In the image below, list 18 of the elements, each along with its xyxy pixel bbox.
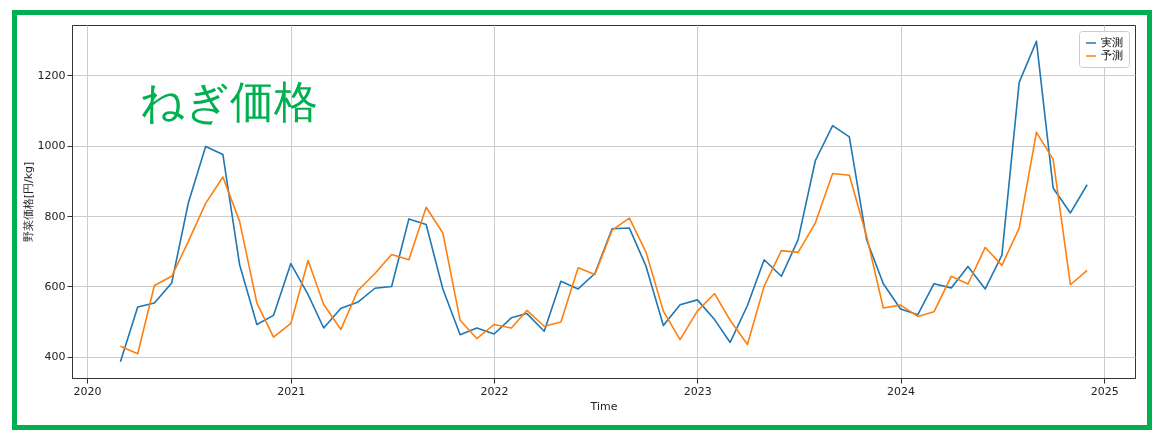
y-axis-title: 野菜価格[円/kg]	[21, 161, 35, 243]
y-tick-label: 1000	[37, 139, 66, 153]
text: ねぎ価格	[140, 76, 319, 127]
line-series	[119, 40, 1088, 363]
x-tick-label: 2022	[480, 384, 509, 398]
x-axis-title: Time	[589, 399, 618, 413]
y-tick-label: 800	[44, 209, 66, 223]
y-tick-label: 400	[44, 350, 66, 364]
x-tick-label: 2025	[1090, 384, 1119, 398]
x-tick-label: 2020	[73, 384, 102, 398]
y-tick-label: 600	[44, 279, 66, 293]
x-tick-label: 2021	[277, 384, 306, 398]
line-series	[119, 131, 1088, 355]
x-tick-label: 2023	[683, 384, 712, 398]
legend-label: 実測	[1101, 36, 1123, 49]
legend-label: 予測	[1101, 49, 1123, 62]
y-tick-label: 1200	[37, 68, 66, 82]
x-tick-label: 2024	[887, 384, 916, 398]
